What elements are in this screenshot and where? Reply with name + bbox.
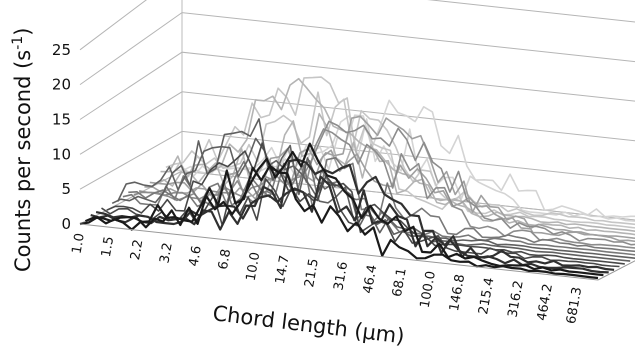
x-tick-label: 316.2 <box>506 279 527 318</box>
gridline-25 <box>79 0 635 51</box>
y-axis-label: Counts per second (s-1) <box>10 28 35 272</box>
x-tick-label: 6.8 <box>216 248 234 271</box>
floor-right-edge <box>597 260 635 281</box>
x-tick-label: 31.6 <box>331 261 351 292</box>
gridline-20 <box>79 12 635 86</box>
series-line-18 <box>170 91 635 226</box>
y-tick-label: 20 <box>52 76 71 94</box>
series-group <box>79 76 635 280</box>
series-line-6 <box>106 142 625 265</box>
series-line-8 <box>116 137 635 260</box>
gridline-10 <box>79 91 635 155</box>
x-tick-label: 1.5 <box>99 235 117 258</box>
y-tick-label: 5 <box>61 180 71 198</box>
x-tick-label: 68.1 <box>390 267 410 298</box>
gridline-15 <box>79 51 635 120</box>
y-tick-label: 25 <box>52 41 71 59</box>
series-line-2 <box>84 142 604 277</box>
x-axis-label: Chord length (μm) <box>211 301 405 348</box>
y-tick-labels: 0 5 10 15 20 25 <box>52 41 71 233</box>
x-tick-label: 464.2 <box>535 283 556 322</box>
chart-floor <box>79 223 635 281</box>
x-tick-label: 146.8 <box>447 273 468 312</box>
x-tick-label: 21.5 <box>302 257 322 288</box>
x-tick-label: 2.2 <box>128 238 146 261</box>
x-tick-label: 46.4 <box>361 264 381 295</box>
x-tick-label: 10.0 <box>244 251 264 282</box>
y-tick-label: 15 <box>52 110 71 128</box>
x-tick-label: 681.3 <box>564 286 585 325</box>
x-tick-label: 3.2 <box>157 242 175 265</box>
series-line-13 <box>144 115 635 243</box>
x-tick-label: 215.4 <box>476 276 497 315</box>
series-line-16 <box>160 77 635 232</box>
series-line-15 <box>154 112 635 236</box>
x-tick-label: 14.7 <box>273 254 293 285</box>
y-axis-label-main: Counts per second (s <box>11 50 35 272</box>
series-line-1 <box>79 164 599 280</box>
series-line-17 <box>165 76 635 229</box>
y-axis-label-sup: -1 <box>10 36 26 50</box>
x-tick-label: 1.0 <box>70 232 88 255</box>
x-tick-label: 100.0 <box>418 270 439 309</box>
y-axis-label-close: ) <box>11 28 35 36</box>
y-tick-label: 0 <box>61 215 71 233</box>
x-tick-labels: 1.0 1.5 2.2 3.2 4.6 6.8 10.0 14.7 21.5 31.6 46.4 68… <box>70 232 586 325</box>
series-line-14 <box>149 147 635 239</box>
floor-front-edge <box>79 223 599 281</box>
y-tick-label: 10 <box>52 145 71 163</box>
gridline-5 <box>79 130 635 190</box>
x-tick-label: 4.6 <box>187 245 205 268</box>
